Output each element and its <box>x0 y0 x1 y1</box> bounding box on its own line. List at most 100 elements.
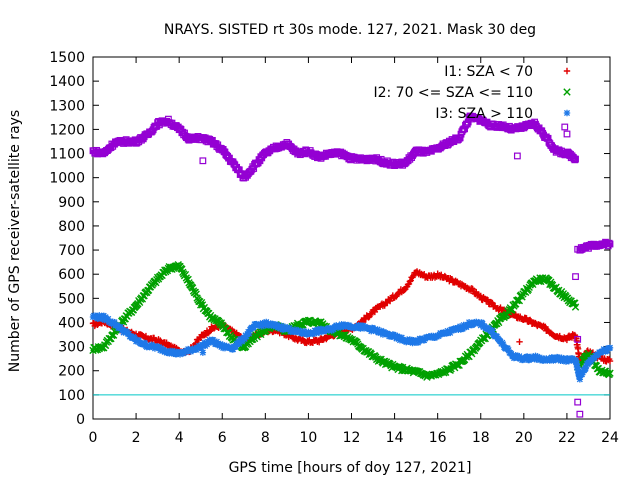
data-point <box>330 326 337 333</box>
data-point <box>390 331 397 338</box>
legend-label: I3: SZA > 110 <box>435 106 533 122</box>
y-tick-label: 500 <box>58 291 85 307</box>
legend-marker <box>563 109 571 117</box>
y-tick-label: 900 <box>58 195 85 211</box>
data-point <box>210 336 217 344</box>
y-tick-label: 800 <box>58 219 85 235</box>
outlier-point <box>574 398 582 406</box>
chart-title: NRAYS. SISTED rt 30s mode. 127, 2021. Ma… <box>164 22 536 38</box>
data-point <box>406 278 414 285</box>
outlier-point <box>576 410 584 418</box>
x-tick-label: 0 <box>89 430 98 446</box>
y-tick-label: 700 <box>58 243 85 259</box>
data-point <box>323 335 330 343</box>
x-axis-label: GPS time [hours of doy 127, 2021] <box>229 460 472 476</box>
outlier-point <box>199 349 207 356</box>
y-tick-label: 1400 <box>49 74 85 90</box>
y-tick-label: 300 <box>58 340 85 356</box>
data-point <box>606 240 614 248</box>
x-tick-label: 4 <box>175 430 184 446</box>
x-tick-label: 20 <box>515 430 533 446</box>
axes: 0100200300400500600700800900100011001200… <box>49 50 619 446</box>
data-point <box>277 325 284 332</box>
data-point <box>526 356 533 364</box>
x-tick-label: 6 <box>218 430 227 446</box>
data-point <box>572 155 579 163</box>
x-tick-label: 18 <box>472 430 490 446</box>
y-tick-label: 1100 <box>49 147 85 163</box>
y-tick-label: 600 <box>58 267 85 283</box>
data-point <box>524 353 531 360</box>
data-point <box>532 352 539 360</box>
data-point <box>605 239 613 247</box>
data-point <box>582 365 589 372</box>
y-tick-label: 400 <box>58 315 85 331</box>
data-point <box>499 341 507 348</box>
data-point <box>278 322 285 330</box>
y-tick-label: 0 <box>76 412 85 428</box>
data-point <box>392 332 399 339</box>
outlier-point <box>513 152 521 160</box>
data-point <box>166 350 173 357</box>
outlier-point <box>516 338 523 345</box>
series-3 <box>89 312 614 383</box>
data-point <box>111 319 118 326</box>
y-tick-label: 1500 <box>49 50 85 66</box>
data-point <box>489 327 496 334</box>
legend: I1: SZA < 70 I2: 70 <= SZA <= 110 I3: SZA … <box>373 64 571 138</box>
data-point <box>141 340 149 347</box>
outlier-point <box>572 273 579 281</box>
data-point <box>96 312 103 319</box>
legend-label: I2: 70 <= SZA <= 110 <box>373 85 533 101</box>
x-tick-label: 24 <box>601 430 619 446</box>
data-point <box>368 328 375 335</box>
data-point <box>135 336 142 344</box>
data-point <box>250 323 257 331</box>
x-tick-label: 22 <box>558 430 576 446</box>
data-point <box>105 315 112 323</box>
data-point <box>526 316 534 324</box>
data-point <box>574 366 582 373</box>
data-point <box>606 357 614 365</box>
data-point <box>505 346 512 354</box>
data-point <box>542 323 549 330</box>
outlier-point <box>574 335 582 343</box>
data-point <box>447 329 454 337</box>
y-tick-label: 100 <box>58 388 85 404</box>
data-point <box>197 298 206 307</box>
x-tick-label: 16 <box>429 430 447 446</box>
data-point <box>571 303 580 311</box>
data-point <box>571 156 579 164</box>
x-tick-label: 8 <box>261 430 270 446</box>
data-point <box>213 338 221 345</box>
data-point <box>206 328 213 335</box>
data-point <box>360 325 368 332</box>
x-tick-label: 12 <box>343 430 361 446</box>
y-tick-label: 1300 <box>49 98 85 114</box>
data-point <box>573 360 580 367</box>
data-point <box>578 371 586 378</box>
data-point <box>245 330 253 337</box>
outlier-point <box>199 157 207 165</box>
x-tick-label: 2 <box>132 430 141 446</box>
data-point <box>286 324 293 332</box>
y-axis-label: Number of GPS receiver-satellite rays <box>7 110 23 372</box>
legend-marker <box>563 67 571 75</box>
x-tick-label: 10 <box>300 430 318 446</box>
y-tick-label: 1200 <box>49 122 85 138</box>
data-point <box>493 333 501 340</box>
legend-label: I1: SZA < 70 <box>444 64 533 80</box>
data-point <box>463 120 471 128</box>
data-point <box>576 376 584 383</box>
data-point <box>448 275 456 283</box>
legend-marker <box>563 88 571 96</box>
legend-marker <box>563 130 571 138</box>
data-point <box>243 333 250 340</box>
data-point <box>371 308 379 316</box>
data-point <box>606 369 614 377</box>
series-4 <box>89 112 614 254</box>
data-point <box>574 363 581 370</box>
plot-area <box>89 112 614 418</box>
data-point <box>606 344 614 352</box>
